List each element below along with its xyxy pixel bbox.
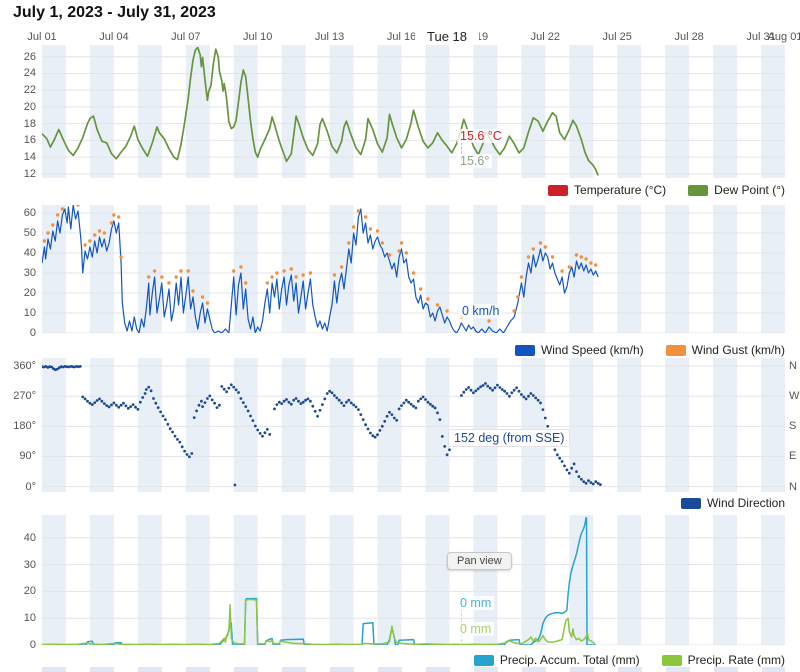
legend-label: Wind Direction xyxy=(706,496,785,510)
legend-item[interactable]: Temperature (°C) xyxy=(548,183,666,197)
legend-item[interactable]: Wind Direction xyxy=(680,496,785,510)
x-axis-label: Jul 01 xyxy=(27,31,57,43)
y-axis-label: 0° xyxy=(25,480,36,493)
y-axis-right-label: N xyxy=(789,480,797,493)
legend-item[interactable]: Wind Gust (km/h) xyxy=(665,343,785,357)
y-axis-label: 360° xyxy=(13,360,36,373)
y-axis-label: 12 xyxy=(23,167,36,180)
y-axis-label: 20 xyxy=(23,287,36,299)
y-axis-label: 22 xyxy=(23,84,36,97)
x-axis-label: Jul 25 xyxy=(602,31,632,43)
y-axis-right-label: S xyxy=(789,420,797,433)
y-axis-label: 24 xyxy=(23,67,36,80)
y-axis-label: 180° xyxy=(13,420,36,433)
y-axis-right-label: E xyxy=(789,450,797,463)
precip-legend: Precip. Accum. Total (mm) Precip. Rate (m… xyxy=(473,653,785,667)
legend-item[interactable]: Precip. Rate (mm) xyxy=(661,653,785,667)
wind-direction-readout: 152 deg (from SSE) xyxy=(448,429,571,447)
temp-dew-legend: Temperature (°C) Dew Point (°) xyxy=(548,183,785,197)
y-axis-label: 40 xyxy=(23,531,36,544)
x-axis-label: Jul 10 xyxy=(243,31,273,43)
hover-crosshair-line xyxy=(461,598,462,642)
precip_accum-swatch xyxy=(473,654,494,666)
legend-label: Temperature (°C) xyxy=(574,183,667,197)
y-axis-label: 30 xyxy=(23,267,36,279)
y-axis-label: 18 xyxy=(23,117,36,130)
pan-view-tooltip: Pan view xyxy=(447,552,512,570)
y-axis-label: 14 xyxy=(23,151,36,164)
y-axis-label: 50 xyxy=(23,227,36,239)
x-axis-label: Aug 01 xyxy=(767,31,800,43)
legend-item[interactable]: Wind Speed (km/h) xyxy=(514,343,644,357)
hovered-date-label: Tue 18 xyxy=(415,29,479,44)
temperature-readout: 15.6 °C xyxy=(457,129,505,143)
y-axis-label: 10 xyxy=(23,307,36,319)
y-axis-label: 0 xyxy=(29,327,36,339)
legend-label: Dew Point (°) xyxy=(714,183,785,197)
legend-item[interactable]: Dew Point (°) xyxy=(688,183,785,197)
wind_speed-swatch xyxy=(514,344,535,356)
y-axis-label: 0 xyxy=(29,639,36,651)
legend-item[interactable]: Precip. Accum. Total (mm) xyxy=(473,653,640,667)
wind-direction-legend: Wind Direction xyxy=(680,496,785,510)
wind-speed-readout: 0 km/h xyxy=(459,304,503,318)
y-axis-label: 60 xyxy=(23,207,36,219)
dew_point-swatch xyxy=(688,184,709,196)
precip-accum-readout: 0 mm xyxy=(457,596,495,610)
legend-label: Wind Gust (km/h) xyxy=(691,343,785,357)
dew-point-readout: 15.6° xyxy=(457,154,493,168)
y-axis-label: 270° xyxy=(13,390,36,403)
precip_rate-swatch xyxy=(661,654,682,666)
x-axis-label: Jul 28 xyxy=(674,31,704,43)
legend-label: Precip. Rate (mm) xyxy=(687,653,785,667)
x-axis-label: Jul 13 xyxy=(314,31,345,43)
x-axis-label: Jul 16 xyxy=(386,31,417,43)
y-axis-right-label: N xyxy=(789,360,797,373)
x-axis-label: Jul 07 xyxy=(171,31,201,43)
temperature-swatch xyxy=(548,184,569,196)
y-axis-label: 20 xyxy=(23,585,36,598)
wind-direction-chart[interactable] xyxy=(42,358,785,492)
x-axis-label: Jul 22 xyxy=(530,31,560,43)
y-axis-label: 20 xyxy=(23,100,36,113)
legend-label: Wind Speed (km/h) xyxy=(540,343,644,357)
wind-speed-chart[interactable] xyxy=(42,205,785,333)
x-axis-label: Jul 04 xyxy=(99,31,129,43)
y-axis-label: 30 xyxy=(23,558,36,571)
wind_direction-swatch xyxy=(680,497,701,509)
y-axis-label: 10 xyxy=(23,612,36,625)
precip-rate-readout: 0 mm xyxy=(457,622,495,636)
page-title: July 1, 2023 - July 31, 2023 xyxy=(13,4,216,21)
wind_gust-swatch xyxy=(665,344,686,356)
temp-dew-chart[interactable] xyxy=(42,45,785,178)
y-axis-label: 90° xyxy=(19,450,36,463)
x-axis-label: Jul 31 xyxy=(746,31,776,43)
precip-chart[interactable] xyxy=(42,515,785,645)
y-axis-label: 16 xyxy=(23,134,36,147)
y-axis-label: 26 xyxy=(23,50,36,63)
y-axis-right-label: W xyxy=(789,390,800,403)
legend-label: Precip. Accum. Total (mm) xyxy=(499,653,640,667)
wind-legend: Wind Speed (km/h) Wind Gust (km/h) xyxy=(514,343,785,357)
next-chart-strip xyxy=(42,667,785,672)
y-axis-label: 40 xyxy=(23,247,36,259)
